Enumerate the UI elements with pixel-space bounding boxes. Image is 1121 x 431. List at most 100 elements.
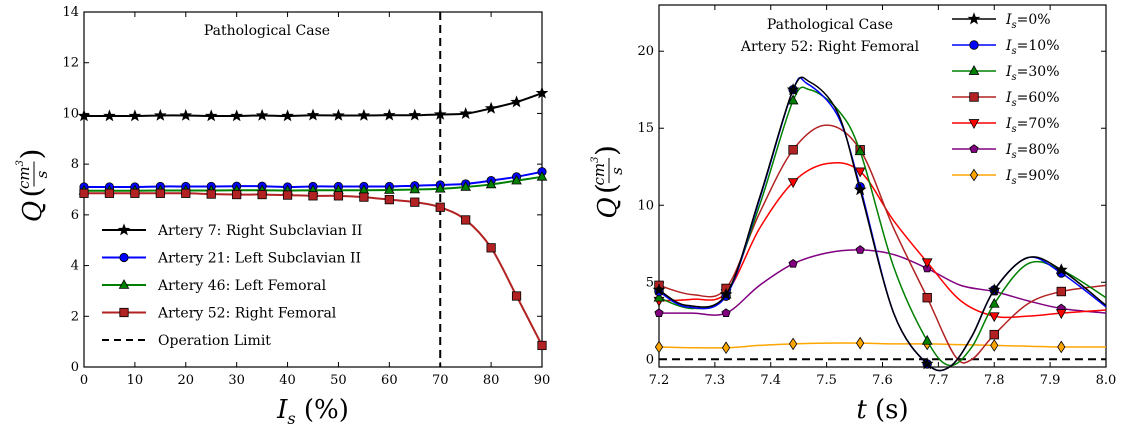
legend-label: Is=70% (1005, 116, 1060, 135)
legend-label: Is=0% (1005, 12, 1051, 31)
legend-label: Artery 52: Right Femoral (157, 306, 337, 322)
legend-label-rest: =70% (1017, 116, 1060, 132)
data-point (128, 109, 142, 122)
y-axis-label-denominator: s (608, 167, 626, 175)
data-point (232, 189, 242, 200)
data-point (484, 101, 498, 114)
x-tick-label: 7.4 (760, 373, 781, 388)
y-tick-label: 6 (71, 208, 79, 223)
legend-item: Is=60% (952, 90, 1060, 109)
data-point (103, 109, 116, 122)
legend-label: Is=60% (1005, 90, 1060, 109)
annotation-text: Artery 52: Right Femoral (740, 39, 920, 55)
legend-marker (969, 144, 979, 153)
data-point (461, 215, 471, 225)
y-axis-label-paren-close: ) (590, 145, 623, 156)
x-tick-label: 60 (381, 373, 398, 388)
data-point (654, 308, 664, 317)
x-axis: 7.2 7.3 7.4 7.5 7.6 7.7 7.8 7.9 8.0 (649, 5, 1116, 388)
data-point (308, 191, 318, 201)
data-point (719, 287, 733, 301)
y-axis-label-denominator: s (33, 170, 51, 178)
legend-label-rest: =30% (1017, 64, 1060, 80)
data-point (920, 357, 934, 370)
x-tick-label: 10 (127, 373, 144, 388)
series (77, 86, 549, 122)
x-tick-label: 50 (330, 373, 347, 388)
x-axis-label-unit: (s) (867, 395, 909, 425)
data-point (306, 108, 320, 121)
legend-label-main: I (1005, 142, 1012, 158)
legend-marker (968, 119, 980, 129)
data-point (460, 181, 471, 191)
legend-item: Artery 21: Left Subclavian II (102, 251, 361, 267)
data-point (787, 94, 799, 105)
data-point (988, 312, 1000, 323)
legend-label-sub: s (1012, 150, 1017, 161)
data-point (435, 202, 445, 212)
x-axis-label-unit: (%) (296, 395, 349, 425)
data-point (652, 283, 666, 296)
x-axis: 0 10 20 30 40 50 60 70 80 90 (80, 12, 550, 388)
x-tick-label: 7.9 (1040, 373, 1061, 388)
y-axis-label-exponent: 3 (15, 160, 26, 166)
legend-label: Artery 21: Left Subclavian II (157, 251, 361, 267)
x-tick-label: 40 (279, 373, 296, 388)
data-point (788, 337, 798, 351)
legend-item: Is=80% (952, 142, 1060, 161)
data-point (987, 283, 1001, 296)
legend-marker (969, 168, 979, 182)
data-point (206, 189, 216, 199)
legend-marker (969, 92, 979, 102)
y-tick-label: 14 (62, 5, 79, 20)
data-point (721, 341, 731, 355)
data-point (856, 336, 865, 350)
legend-label-main: I (1005, 64, 1012, 80)
data-point (653, 291, 665, 302)
y-tick-label: 20 (637, 44, 654, 59)
series (654, 124, 1107, 364)
x-axis-label: t (s) (856, 395, 908, 425)
y-tick-label: 10 (637, 198, 654, 213)
data-point (230, 109, 243, 122)
y-axis: 0 2 4 6 8 10 12 14 (62, 5, 542, 375)
annotation-text: Pathological Case (204, 23, 330, 39)
x-tick-label: 7.7 (928, 373, 949, 388)
y-axis-label-symbol: Q (593, 197, 623, 218)
data-point (922, 292, 932, 303)
data-point (359, 192, 369, 202)
legend-label: Artery 7: Right Subclavian II (157, 223, 362, 239)
data-point (788, 258, 798, 268)
legend-label-main: I (1005, 90, 1012, 106)
data-point (854, 167, 866, 178)
x-tick-label: 7.6 (872, 373, 893, 388)
data-point (333, 191, 344, 201)
series (654, 245, 1107, 317)
x-tick-label: 80 (483, 373, 500, 388)
x-axis-label-subscript: s (287, 409, 295, 428)
series-line (658, 76, 1107, 372)
y-tick-label: 0 (71, 360, 79, 375)
data-point (104, 188, 115, 198)
legend-label: Is=80% (1005, 142, 1060, 161)
legend-marker (119, 252, 129, 263)
y-tick-label: 0 (646, 352, 654, 367)
y-axis-label-exponent: 3 (590, 157, 601, 163)
y-axis-label-paren-open: ( (590, 183, 623, 194)
legend-label-main: I (1005, 168, 1012, 184)
data-point (1055, 309, 1067, 320)
data-point (1054, 263, 1068, 276)
y-axis-label-paren-close: ) (15, 149, 48, 160)
legend-item: Is=30% (952, 64, 1060, 83)
data-point (357, 108, 371, 121)
data-point (788, 145, 798, 155)
data-point (988, 297, 1000, 308)
y-axis-label-numerator: cm3 (590, 157, 608, 186)
data-point (181, 188, 191, 198)
data-point (408, 108, 422, 121)
legend-item: Is=90% (952, 168, 1060, 187)
legend-label-sub: s (1012, 98, 1017, 109)
